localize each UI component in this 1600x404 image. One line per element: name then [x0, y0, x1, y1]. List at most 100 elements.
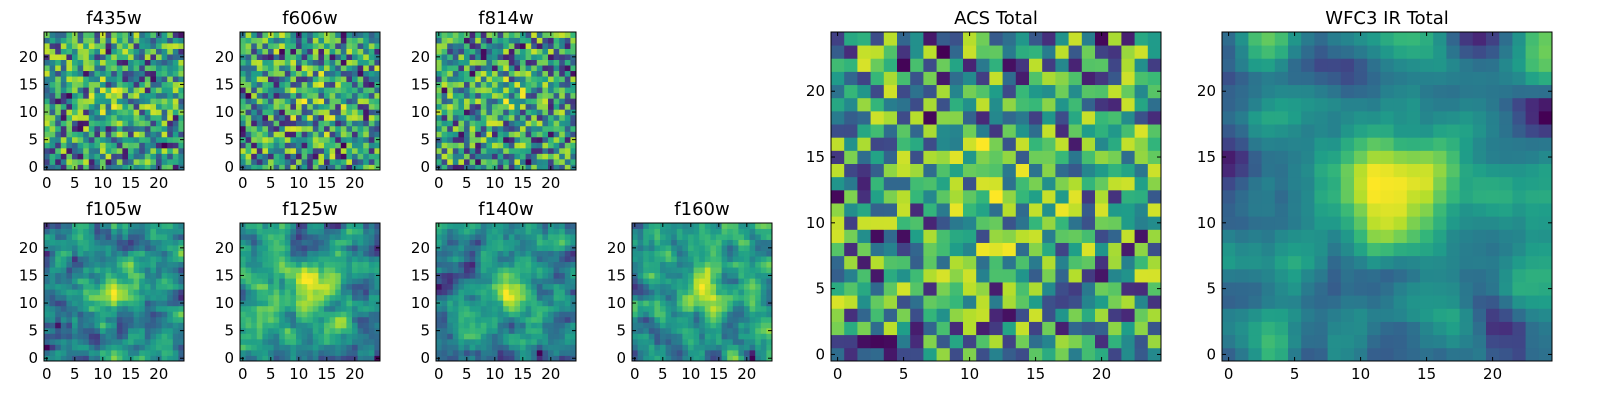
- heatmap-cell: [727, 350, 733, 356]
- heatmap-cell: [251, 104, 257, 110]
- heatmap-cell: [330, 131, 336, 137]
- heatmap-cell: [475, 339, 481, 345]
- heatmap-cell: [738, 306, 744, 312]
- heatmap-cell: [643, 311, 649, 317]
- heatmap-cell: [950, 243, 964, 257]
- heatmap-cell: [274, 82, 280, 88]
- heatmap-cell: [654, 284, 660, 290]
- heatmap-cell: [279, 104, 285, 110]
- heatmap-cell: [1148, 229, 1162, 243]
- heatmap-cell: [274, 93, 280, 99]
- heatmap-cell: [750, 284, 756, 290]
- heatmap-cell: [442, 142, 448, 148]
- heatmap-cell: [302, 344, 308, 350]
- heatmap-cell: [937, 203, 951, 217]
- heatmap-cell: [346, 311, 352, 317]
- heatmap-cell: [923, 269, 937, 283]
- heatmap-cell: [50, 234, 56, 240]
- heatmap-cell: [352, 137, 358, 143]
- heatmap-cell: [486, 65, 492, 71]
- heatmap-cell: [352, 289, 358, 295]
- heatmap-cell: [83, 223, 89, 229]
- heatmap-cell: [72, 273, 78, 279]
- heatmap-cell: [750, 251, 756, 257]
- heatmap-cell: [285, 104, 291, 110]
- heatmap-cell: [106, 76, 112, 82]
- heatmap-cell: [531, 300, 537, 306]
- heatmap-cell: [526, 256, 532, 262]
- heatmap-cell: [447, 234, 453, 240]
- heatmap-cell: [1108, 216, 1122, 230]
- heatmap-cell: [744, 295, 750, 301]
- heatmap-cell: [542, 142, 548, 148]
- heatmap-cell: [358, 142, 364, 148]
- heatmap-cell: [710, 306, 716, 312]
- heatmap-cell: [307, 311, 313, 317]
- heatmap-cell: [492, 251, 498, 257]
- heatmap-cell: [682, 306, 688, 312]
- heatmap-cell: [520, 126, 526, 132]
- heatmap-cell: [257, 104, 263, 110]
- heatmap-cell: [755, 262, 761, 268]
- heatmap-cell: [514, 54, 520, 60]
- heatmap-cell: [89, 229, 95, 235]
- heatmap-cell: [100, 339, 106, 345]
- heatmap-cell: [1121, 164, 1135, 178]
- heatmap-cell: [341, 284, 347, 290]
- heatmap-cell: [744, 267, 750, 273]
- heatmap-cell: [335, 339, 341, 345]
- heatmap-cell: [498, 54, 504, 60]
- heatmap-cell: [257, 223, 263, 229]
- heatmap-cell: [436, 284, 442, 290]
- heatmap-cell: [1055, 190, 1069, 204]
- heatmap-cell: [937, 177, 951, 191]
- heatmap-cell: [1082, 282, 1096, 296]
- heatmap-cell: [111, 273, 117, 279]
- heatmap-cell: [503, 295, 509, 301]
- heatmap-cell: [61, 142, 67, 148]
- heatmap-cell: [559, 350, 565, 356]
- y-tick-label: 15: [607, 266, 626, 284]
- heatmap-cell: [470, 159, 476, 165]
- heatmap-cell: [1069, 216, 1083, 230]
- heatmap-cell: [750, 234, 756, 240]
- heatmap-cell: [694, 245, 700, 251]
- heatmap-cell: [458, 82, 464, 88]
- heatmap-cell: [638, 284, 644, 290]
- heatmap-cell: [559, 251, 565, 257]
- heatmap-cell: [279, 317, 285, 323]
- heatmap-cell: [526, 32, 532, 38]
- heatmap-cell: [503, 153, 509, 159]
- heatmap-cell: [89, 159, 95, 165]
- heatmap-cell: [716, 322, 722, 328]
- heatmap-cell: [55, 350, 61, 356]
- heatmap-cell: [559, 229, 565, 235]
- heatmap-cell: [274, 60, 280, 66]
- heatmap-cell: [145, 300, 151, 306]
- heatmap-cell: [251, 350, 257, 356]
- heatmap-cell: [122, 289, 128, 295]
- heatmap-cell: [134, 256, 140, 262]
- heatmap-cell: [1148, 335, 1162, 349]
- heatmap-cell: [156, 311, 162, 317]
- heatmap-cell: [341, 273, 347, 279]
- heatmap-cell: [458, 234, 464, 240]
- heatmap-cell: [162, 43, 168, 49]
- heatmap-cell: [682, 350, 688, 356]
- heatmap-cell: [492, 104, 498, 110]
- heatmap-cell: [83, 120, 89, 126]
- heatmap-cell: [950, 164, 964, 178]
- heatmap-cell: [453, 71, 459, 77]
- heatmap-cell: [134, 148, 140, 154]
- heatmap-cell: [167, 339, 173, 345]
- heatmap-cell: [565, 317, 571, 323]
- heatmap-cell: [324, 240, 330, 246]
- heatmap-cell: [481, 317, 487, 323]
- heatmap-cell: [464, 262, 470, 268]
- heatmap-cell: [486, 234, 492, 240]
- heatmap-cell: [139, 278, 145, 284]
- heatmap-cell: [335, 49, 341, 55]
- heatmap-cell: [50, 93, 56, 99]
- heatmap-cell: [122, 223, 128, 229]
- heatmap-cell: [44, 256, 50, 262]
